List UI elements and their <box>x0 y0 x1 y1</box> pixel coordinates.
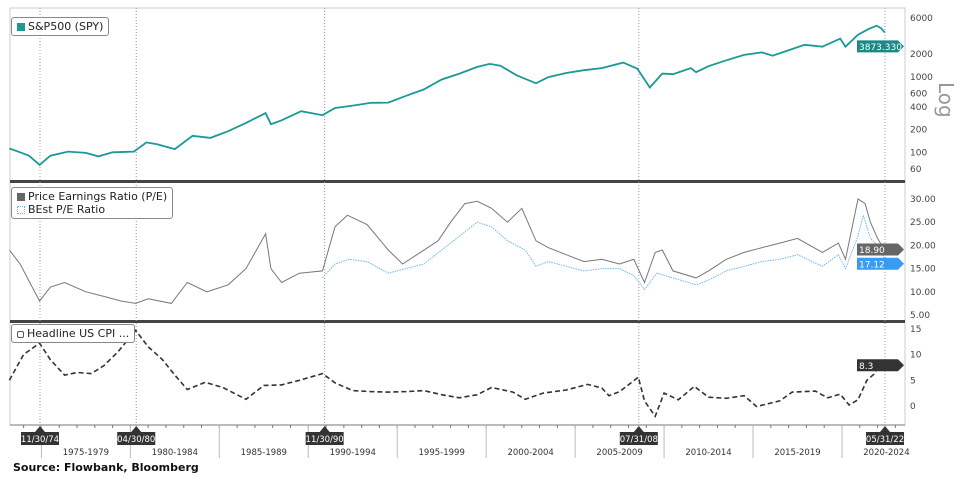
y-tick-label: 5 <box>910 376 916 386</box>
x-tick-label: 1990-1994 <box>330 448 376 458</box>
x-tick-label: 2000-2004 <box>507 448 553 458</box>
y-tick-label: 1000 <box>910 73 933 83</box>
y-tick-label: 10 <box>910 351 922 361</box>
last-value-flag <box>857 40 904 53</box>
legend-cpi: Headline US CPI ... <box>11 324 136 343</box>
marker-date-label: 11/30/74 <box>21 435 59 445</box>
x-tick-label: 1995-1999 <box>419 448 465 458</box>
y-tick-label: 0 <box>910 402 916 412</box>
x-tick-label: 2015-2019 <box>774 448 820 458</box>
marker-date-label: 11/30/90 <box>306 435 344 445</box>
marker-date-label: 05/31/22 <box>866 435 904 445</box>
y-tick-label: 200 <box>910 126 927 136</box>
source-note: Source: Flowbank, Bloomberg <box>13 461 199 474</box>
y-tick-label: 25.00 <box>910 218 936 228</box>
legend-label: Price Earnings Ratio (P/E) <box>28 190 168 203</box>
series-line-headline-us-cpi- <box>8 329 889 418</box>
log-scale-label: Log <box>934 82 958 118</box>
legend-swatch <box>17 23 25 31</box>
legend-swatch <box>17 206 25 214</box>
last-value-label: 18.90 <box>859 246 885 256</box>
marker-arrow <box>880 426 891 432</box>
y-tick-label: 15 <box>910 325 921 335</box>
panel-divider <box>10 320 905 323</box>
y-tick-label: 2000 <box>910 50 933 60</box>
marker-arrow <box>35 426 45 432</box>
legend-label: Headline US CPI ... <box>27 327 130 340</box>
marker-date-box <box>619 432 658 445</box>
y-tick-label: 100 <box>910 148 927 158</box>
y-tick-label: 10.00 <box>910 288 936 298</box>
last-value-label: 3873.330 <box>859 43 902 53</box>
y-tick-label: 5.00 <box>910 311 930 321</box>
legend-pe: Price Earnings Ratio (P/E) BEst P/E Rati… <box>11 187 174 219</box>
y-tick-label: 60 <box>910 165 922 175</box>
y-tick-label: 600 <box>910 90 927 100</box>
marker-date-box <box>305 432 344 445</box>
series-line-price-earnings-ratio-p-e- <box>9 198 886 304</box>
marker-date-label: 07/31/08 <box>620 435 658 445</box>
last-value-flag <box>857 257 904 270</box>
y-tick-label: 20.00 <box>910 241 936 251</box>
last-value-flag <box>857 243 904 256</box>
marker-date-box <box>21 432 59 445</box>
legend-label: BEst P/E Ratio <box>28 203 106 216</box>
series-line-s-p500-spy- <box>9 24 886 167</box>
marker-date-box <box>117 432 156 445</box>
x-tick-label: 2010-2014 <box>685 448 731 458</box>
x-tick-label: 1985-1989 <box>241 448 287 458</box>
y-tick-label: 30.00 <box>910 195 936 205</box>
marker-date-label: 04/30/80 <box>117 435 155 445</box>
last-value-label: 17.12 <box>859 260 885 270</box>
marker-date-box <box>866 432 905 445</box>
legend-label: S&P500 (SPY) <box>28 20 104 33</box>
x-tick-label: 2020-2024 <box>863 448 909 458</box>
y-tick-label: 400 <box>910 103 927 113</box>
legend-spy: S&P500 (SPY) <box>11 17 110 36</box>
x-tick-label: 1980-1984 <box>152 448 198 458</box>
y-tick-label: 15.00 <box>910 265 936 275</box>
legend-swatch <box>17 330 24 338</box>
marker-arrow <box>131 426 142 432</box>
x-tick-label: 2005-2009 <box>596 448 642 458</box>
marker-arrow <box>319 426 330 432</box>
panel-divider <box>10 180 905 183</box>
last-value-label: 8.3 <box>859 362 873 372</box>
last-value-flag <box>857 359 904 372</box>
marker-arrow <box>633 426 644 432</box>
series-line-best-p-e-ratio <box>322 213 886 291</box>
y-tick-label: 6000 <box>910 14 933 24</box>
legend-swatch <box>17 193 25 201</box>
x-tick-label: 1975-1979 <box>63 448 109 458</box>
